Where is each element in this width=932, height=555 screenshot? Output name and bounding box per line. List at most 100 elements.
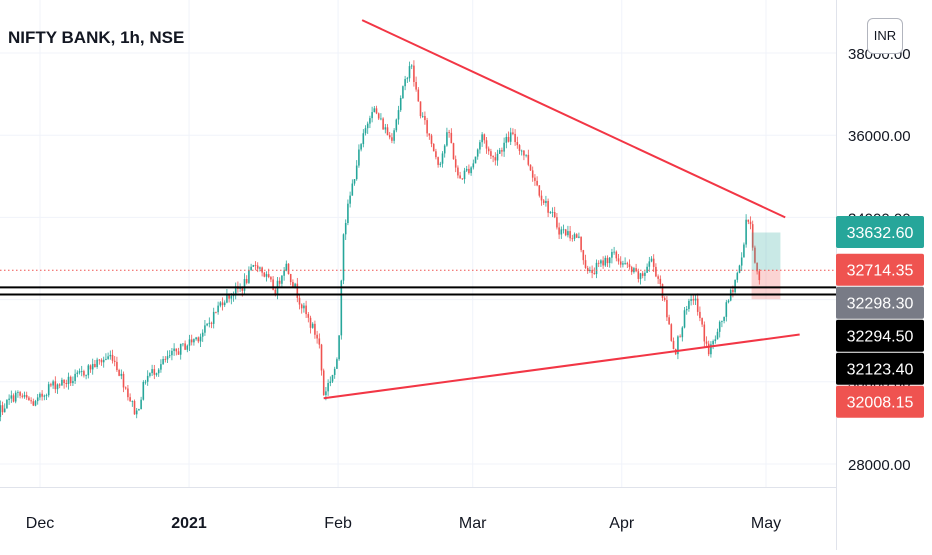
candle-body bbox=[611, 251, 613, 258]
candle-body bbox=[553, 212, 556, 218]
candle-body bbox=[263, 272, 266, 277]
price-label-bg bbox=[836, 253, 924, 286]
candle-body bbox=[83, 371, 85, 376]
candle-body bbox=[551, 212, 554, 213]
candle-body bbox=[501, 150, 503, 152]
candle-body bbox=[47, 384, 50, 396]
candle-body bbox=[140, 399, 142, 410]
price-label: 32294.50 bbox=[836, 319, 924, 352]
candle-body bbox=[109, 354, 112, 357]
candle-body bbox=[41, 393, 43, 397]
candle-body bbox=[102, 359, 105, 363]
candle-body bbox=[485, 140, 488, 149]
candle-body bbox=[243, 278, 246, 291]
candle-body bbox=[254, 265, 257, 266]
candle-body bbox=[683, 310, 686, 328]
candle-body bbox=[492, 156, 494, 158]
candle-body bbox=[732, 289, 734, 293]
candle-body bbox=[666, 300, 668, 318]
candle-body bbox=[285, 263, 288, 271]
candle-body bbox=[305, 305, 307, 315]
candle-body bbox=[168, 355, 171, 357]
candle-body bbox=[0, 405, 2, 417]
candle-body bbox=[406, 78, 409, 80]
candle-body bbox=[637, 271, 640, 279]
candle-body bbox=[424, 116, 426, 121]
candle-body bbox=[12, 395, 15, 402]
candle-body bbox=[454, 159, 457, 168]
candle-body bbox=[738, 265, 741, 273]
candle-body bbox=[193, 339, 195, 343]
candle-body bbox=[45, 395, 48, 397]
candle-body bbox=[696, 298, 699, 312]
candle-body bbox=[171, 350, 173, 356]
candle-body bbox=[507, 136, 510, 142]
candle-body bbox=[272, 279, 274, 290]
currency-button[interactable]: INR bbox=[867, 18, 903, 54]
candle-body bbox=[692, 299, 695, 301]
candle-body bbox=[479, 142, 481, 150]
candle-body bbox=[516, 142, 519, 146]
y-tick-label: 28000.00 bbox=[848, 457, 911, 474]
candle-body bbox=[316, 334, 318, 339]
candle-body bbox=[699, 311, 701, 319]
candle-body bbox=[333, 368, 336, 375]
candle-body bbox=[105, 358, 107, 360]
candle-body bbox=[267, 274, 270, 278]
candle-body bbox=[751, 224, 754, 248]
candle-body bbox=[338, 335, 340, 360]
candle-body bbox=[188, 339, 191, 346]
candle-body bbox=[749, 221, 752, 225]
candle-body bbox=[160, 364, 162, 370]
candle-body bbox=[459, 175, 461, 179]
candle-body bbox=[415, 81, 417, 90]
candle-body bbox=[318, 338, 321, 345]
candle-body bbox=[32, 401, 35, 406]
candle-body bbox=[589, 269, 591, 272]
candle-body bbox=[648, 261, 651, 267]
candle-body bbox=[30, 400, 32, 402]
candle-body bbox=[463, 170, 466, 180]
candle-body bbox=[582, 250, 585, 261]
candle-body bbox=[349, 195, 351, 204]
candle-body bbox=[404, 79, 406, 87]
price-label-bg bbox=[836, 352, 924, 385]
candle-body bbox=[336, 359, 338, 369]
candle-body bbox=[714, 339, 717, 342]
candle-body bbox=[652, 258, 655, 267]
candle-body bbox=[380, 118, 382, 120]
position-target-zone bbox=[751, 232, 781, 271]
candle-body bbox=[228, 294, 230, 299]
candle-body bbox=[78, 371, 81, 373]
candle-body bbox=[413, 65, 415, 82]
x-tick-label: Feb bbox=[324, 515, 352, 532]
candle-body bbox=[177, 351, 180, 355]
candle-body bbox=[468, 168, 470, 174]
candle-body bbox=[309, 317, 312, 328]
candle-body bbox=[307, 314, 310, 318]
candle-body bbox=[230, 296, 233, 299]
candle-body bbox=[707, 343, 710, 355]
candle-body bbox=[457, 167, 459, 176]
candle-body bbox=[124, 387, 127, 389]
candle-body bbox=[556, 217, 558, 228]
candle-body bbox=[712, 341, 714, 345]
x-tick-label: Mar bbox=[459, 515, 487, 532]
candle-body bbox=[575, 234, 578, 238]
candle-body bbox=[234, 286, 237, 296]
candle-body bbox=[593, 273, 596, 275]
candle-body bbox=[657, 276, 659, 279]
candle-body bbox=[206, 323, 208, 326]
price-label: 33632.60 bbox=[836, 216, 924, 249]
price-label-text: 32008.15 bbox=[847, 395, 914, 412]
candle-body bbox=[428, 133, 431, 136]
candle-body bbox=[344, 222, 347, 235]
candle-body bbox=[270, 277, 272, 280]
candle-body bbox=[100, 359, 103, 363]
candle-body bbox=[87, 365, 90, 376]
candle-body bbox=[175, 348, 178, 352]
candle-body bbox=[745, 219, 747, 245]
price-label-bg bbox=[836, 286, 924, 319]
